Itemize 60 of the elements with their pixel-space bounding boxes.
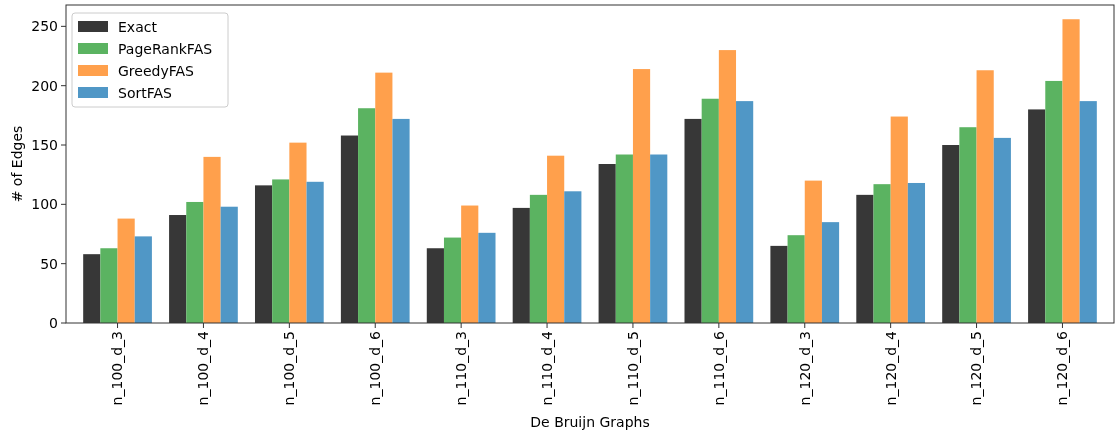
y-tick-label: 200 — [31, 77, 58, 94]
bar — [873, 184, 891, 323]
bar — [976, 70, 994, 323]
bar — [220, 206, 238, 323]
legend-label: GreedyFAS — [118, 62, 195, 79]
y-tick-label: 100 — [31, 196, 58, 213]
bar — [804, 180, 822, 323]
bar — [1045, 80, 1063, 323]
bar — [100, 248, 118, 323]
x-tick-label: n_110_d_5 — [624, 331, 641, 406]
bar — [134, 236, 152, 323]
x-tick-label: n_120_d_3 — [796, 331, 813, 406]
bar — [478, 232, 496, 323]
x-tick-label: n_120_d_5 — [968, 331, 985, 406]
bar — [461, 205, 479, 323]
bar — [615, 154, 633, 323]
bar — [392, 118, 410, 323]
y-tick-label: 250 — [31, 18, 58, 35]
bar — [959, 127, 977, 323]
legend-label: Exact — [118, 18, 158, 35]
bar — [993, 137, 1011, 323]
bar — [564, 191, 582, 323]
bar — [632, 69, 651, 323]
y-tick-label: 50 — [40, 255, 58, 272]
x-tick-label: n_100_d_6 — [367, 330, 384, 406]
y-axis-title: # of Edges — [9, 125, 25, 203]
legend-label: SortFAS — [118, 84, 173, 101]
bar — [821, 222, 840, 323]
bar — [907, 182, 926, 323]
bar — [718, 50, 737, 323]
x-tick-label: n_110_d_3 — [453, 331, 470, 406]
bar — [787, 235, 805, 323]
x-axis-title: De Bruijn Graphs — [530, 414, 650, 430]
bar — [1079, 101, 1097, 323]
x-tick-label: n_110_d_6 — [710, 330, 727, 406]
bar — [701, 98, 719, 323]
y-tick-label: 0 — [49, 314, 58, 331]
bar — [650, 154, 668, 323]
x-tick-label: n_100_d_5 — [281, 331, 298, 406]
bar — [890, 116, 908, 323]
bar — [117, 218, 135, 323]
bar — [203, 156, 221, 323]
bar — [375, 72, 393, 323]
bar — [358, 108, 376, 323]
bar — [547, 155, 565, 323]
x-tick-label: n_120_d_6 — [1054, 330, 1071, 406]
bar — [289, 142, 307, 323]
x-tick-label: n_100_d_3 — [109, 331, 126, 406]
x-tick-label: n_100_d_4 — [195, 330, 212, 406]
bar — [306, 181, 324, 323]
legend-label: PageRankFAS — [118, 40, 213, 57]
bar — [1062, 19, 1080, 323]
y-tick-label: 150 — [31, 136, 58, 153]
x-tick-label: n_110_d_4 — [538, 330, 555, 406]
bar — [272, 179, 290, 323]
bar — [443, 237, 462, 323]
bar — [529, 194, 548, 323]
x-tick-label: n_120_d_4 — [882, 330, 899, 406]
bar — [186, 201, 204, 323]
bar — [736, 101, 754, 323]
